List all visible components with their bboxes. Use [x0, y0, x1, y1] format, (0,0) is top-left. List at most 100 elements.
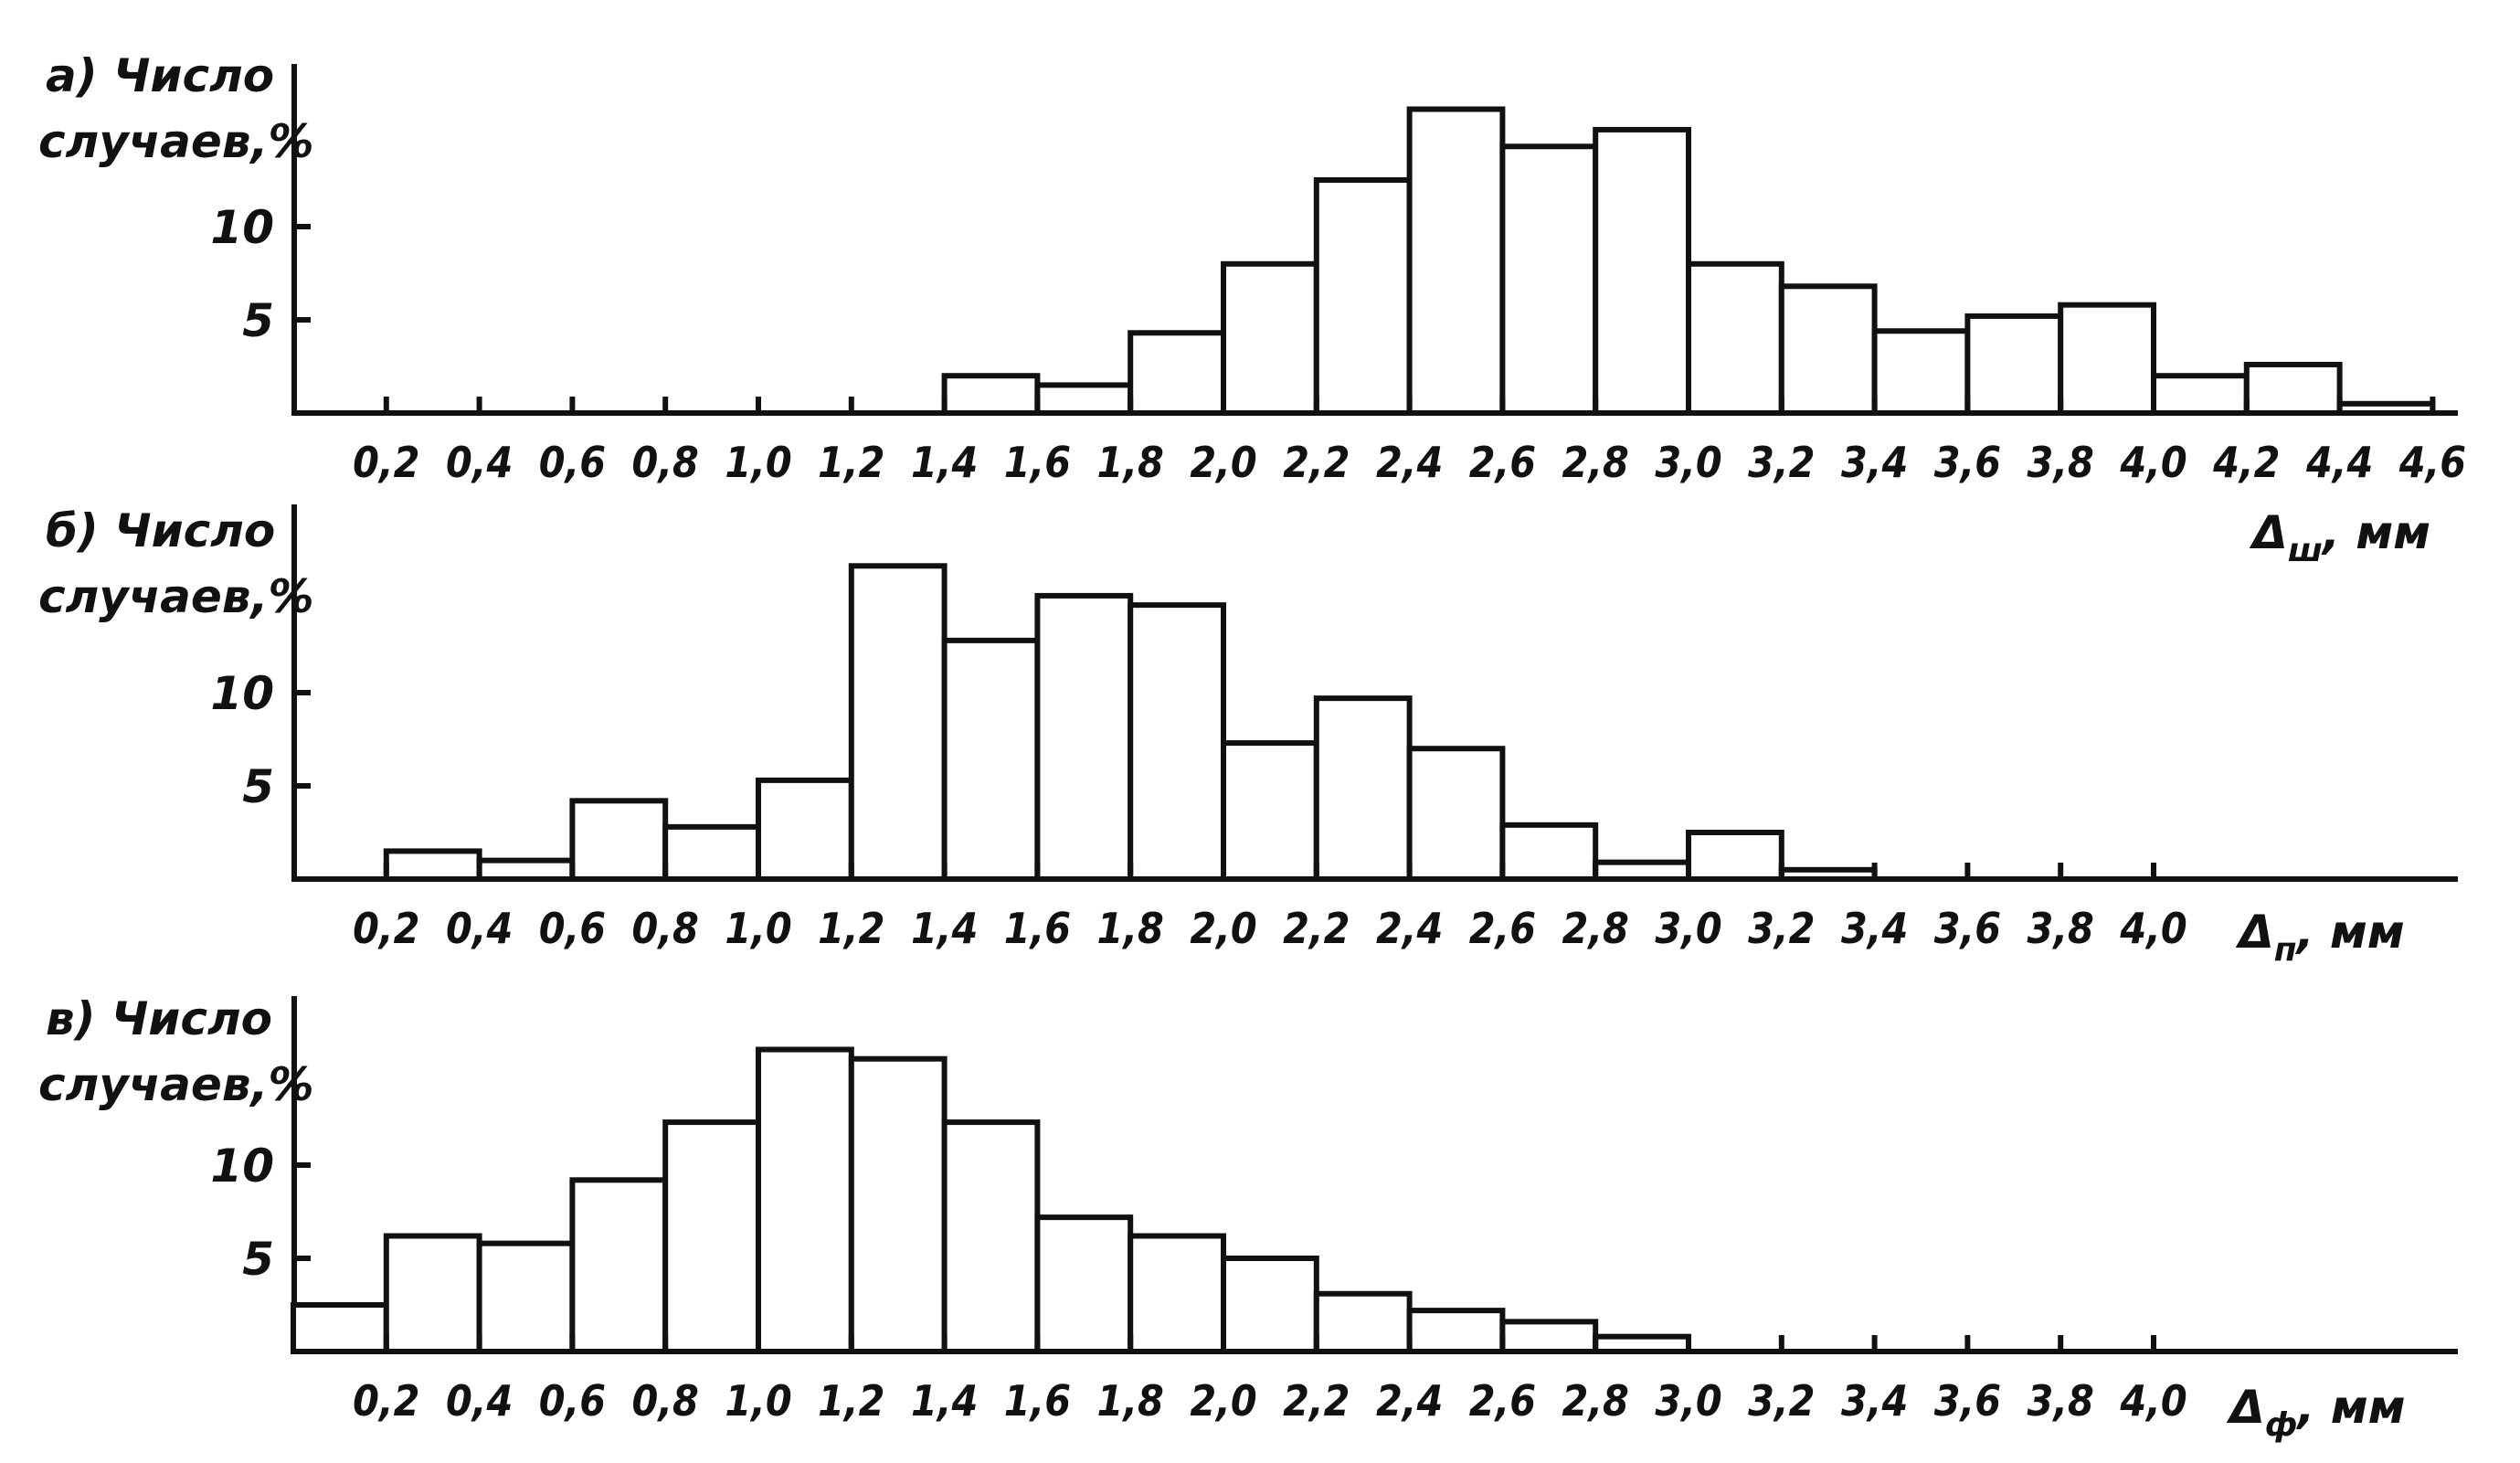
histogram-bar: [941, 637, 1041, 882]
bars: [383, 563, 1878, 883]
histogram-bar: [848, 1055, 948, 1354]
panel-label: а) Число: [46, 49, 274, 102]
histogram-bar: [1221, 1256, 1319, 1354]
x-tick-label: 0,8: [632, 1376, 699, 1426]
x-tick-label: 3,0: [1655, 1376, 1721, 1426]
panel-label: в) Число: [46, 992, 272, 1045]
histogram-bar: [1313, 695, 1413, 882]
x-tick-label: 2,0: [1190, 904, 1256, 953]
x-tick-label: 2,4: [1376, 438, 1443, 487]
histogram-bar: [1593, 1333, 1691, 1355]
x-tick-label: 3,8: [2028, 438, 2094, 487]
x-tick-label: 0,4: [446, 438, 513, 487]
histogram-bar: [476, 857, 576, 882]
x-tick-label: 1,6: [1004, 438, 1071, 487]
x-tick-label: 1,2: [818, 1376, 884, 1426]
histogram-bar: [1313, 177, 1413, 416]
bars: [291, 1046, 1691, 1355]
histogram-bar: [1499, 822, 1599, 883]
x-tick-label: 2,8: [1562, 1376, 1629, 1426]
x-tick-label: 1,0: [725, 904, 791, 953]
x-tick-label: 1,2: [818, 438, 884, 487]
x-tick-label: 2,2: [1283, 904, 1350, 953]
x-tick-label: 4,0: [2119, 1376, 2186, 1426]
x-axis-label: Δф, мм: [2226, 1381, 2406, 1444]
x-tick-label: 2,2: [1283, 438, 1350, 487]
x-tick-label: 3,4: [1841, 438, 1908, 487]
histogram-bar: [1128, 1233, 1226, 1355]
panel-2: б) Число случаев,% 5 10 0,2 0,4 0,6 0,8 1,0 1,2 1,…: [38, 504, 2458, 969]
x-axis-label: Δп, мм: [2235, 906, 2405, 969]
histogram-bar: [1034, 1214, 1134, 1354]
histogram-bar: [2243, 361, 2343, 416]
histogram-bar: [1406, 106, 1506, 416]
histogram-bar: [291, 1302, 389, 1354]
histogram-bar: [1499, 143, 1599, 416]
histogram-bar: [1313, 1290, 1413, 1355]
x-tick-label: 1,4: [911, 438, 978, 487]
panel-label: б) Число: [46, 504, 275, 557]
x-tick-label: 1,0: [725, 1376, 791, 1426]
x-tick-label: 0,4: [446, 904, 513, 953]
x-tick-label: 1,6: [1004, 1376, 1071, 1426]
histogram-bar: [1034, 382, 1134, 416]
x-tick-label: 2,2: [1283, 1376, 1350, 1426]
y-axis-label: случаев,%: [38, 115, 314, 168]
x-tick-label: 3,6: [1934, 1376, 2001, 1426]
histogram-bar: [848, 563, 948, 883]
histogram-bar: [2151, 373, 2250, 417]
bars: [941, 106, 2436, 417]
x-tick-label: 1,8: [1097, 438, 1164, 487]
x-tick-label: 0,2: [353, 438, 419, 487]
x-tick-label: 3,4: [1841, 1376, 1908, 1426]
histogram-bar: [662, 1119, 762, 1354]
x-tick-label: 2,4: [1376, 904, 1443, 953]
y-tick-label: 5: [242, 1233, 274, 1286]
x-tick-label: 4,6: [2398, 438, 2466, 487]
histogram-bar: [1593, 859, 1691, 883]
histogram-bar: [1499, 1319, 1599, 1354]
x-tick-label: 4,2: [2212, 438, 2280, 487]
x-tick-label: 0,2: [353, 904, 419, 953]
histogram-bar: [1034, 592, 1134, 882]
histogram-bar: [1406, 746, 1506, 883]
x-tick-label: 3,6: [1934, 904, 2001, 953]
histogram-bar: [941, 373, 1041, 417]
x-tick-label: 2,0: [1190, 438, 1256, 487]
x-tick-label: 0,2: [353, 1376, 419, 1426]
x-tick-label: 3,8: [2028, 1376, 2094, 1426]
histogram-bar: [2336, 400, 2436, 416]
x-tick-label: 4,4: [2305, 438, 2373, 487]
histogram-bar: [1871, 328, 1971, 416]
x-tick-label: 0,6: [539, 904, 606, 953]
x-axis-label: Δш, мм: [2249, 506, 2430, 569]
x-tick-label: 1,0: [725, 438, 791, 487]
x-tick-label: 2,8: [1562, 438, 1629, 487]
x-tick-label: 1,2: [818, 904, 884, 953]
histogram-bar: [1778, 866, 1878, 882]
y-tick-label: 10: [210, 201, 274, 254]
histogram-bar: [756, 777, 854, 883]
x-tick-label: 2,8: [1562, 904, 1629, 953]
histogram-bar: [2058, 302, 2156, 416]
panel-3: в) Число случаев,% 5 10 0,2 0,4 0,6 0,8 1,0 1,2 1,…: [38, 992, 2458, 1444]
histogram-bar: [1778, 283, 1878, 416]
histogram-bar: [383, 1233, 482, 1355]
x-tick-label: 3,0: [1655, 904, 1721, 953]
y-tick-label: 5: [242, 760, 274, 813]
panel-1: а) Число случаев,% 5 10 0,2 0,4 0,6 0,8 1,0 1,2 1,…: [38, 49, 2466, 569]
x-tick-label: 1,8: [1097, 904, 1164, 953]
x-tick-label: 1,6: [1004, 904, 1071, 953]
y-axis-label: случаев,%: [38, 1058, 314, 1111]
x-tick-label: 2,4: [1376, 1376, 1443, 1426]
x-tick-label: 3,2: [1748, 1376, 1815, 1426]
x-tick-label: 1,8: [1097, 1376, 1164, 1426]
x-tick-label: 1,4: [911, 904, 978, 953]
histogram-bar: [569, 1177, 669, 1354]
x-tick-label: 4,0: [2119, 904, 2186, 953]
x-tick-label: 0,6: [539, 1376, 606, 1426]
histogram-bar: [756, 1046, 854, 1355]
histogram-bar: [1221, 260, 1319, 416]
x-tick-label: 2,6: [1469, 904, 1536, 953]
